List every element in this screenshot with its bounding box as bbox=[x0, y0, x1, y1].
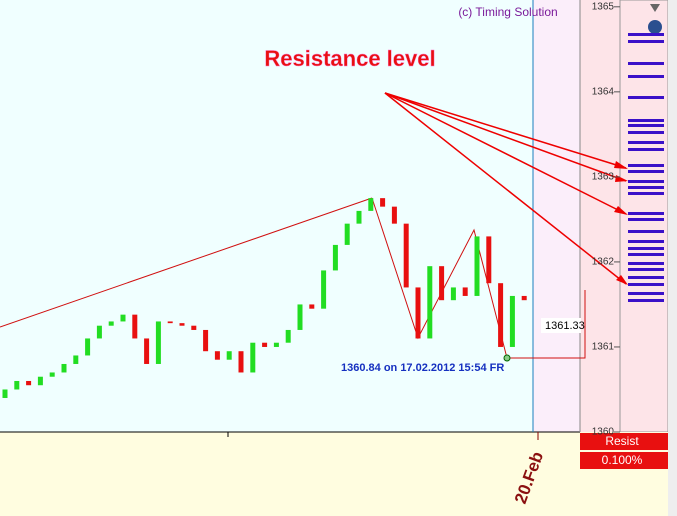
resist-bar bbox=[628, 180, 664, 183]
resist-bar bbox=[628, 192, 664, 195]
resist-bar bbox=[628, 283, 664, 286]
resist-bar bbox=[628, 230, 664, 233]
candle bbox=[238, 351, 244, 373]
zigzag-line bbox=[371, 197, 508, 359]
resist-bar bbox=[628, 131, 664, 134]
candle bbox=[49, 372, 55, 377]
candle bbox=[427, 266, 433, 339]
candle bbox=[250, 342, 256, 373]
resist-bar bbox=[628, 292, 664, 295]
resist-bar bbox=[628, 75, 664, 78]
candle bbox=[167, 321, 173, 324]
resist-bar bbox=[628, 186, 664, 189]
candle bbox=[226, 351, 232, 360]
resist-bar bbox=[628, 218, 664, 221]
scrollbar[interactable] bbox=[668, 0, 677, 516]
point-label: 1360.84 on 17.02.2012 15:54 FR bbox=[341, 362, 504, 374]
candle bbox=[203, 329, 209, 352]
candle bbox=[273, 342, 279, 347]
candle bbox=[155, 321, 161, 364]
arrows bbox=[384, 92, 627, 285]
resist-bar bbox=[628, 240, 664, 243]
resist-bar bbox=[628, 164, 664, 167]
resist-bar bbox=[628, 40, 664, 43]
resist-bar bbox=[628, 276, 664, 279]
resist-bar bbox=[628, 119, 664, 122]
candle bbox=[297, 304, 303, 330]
candle bbox=[486, 236, 492, 284]
candle bbox=[368, 198, 374, 211]
legend-value-bg bbox=[580, 452, 668, 469]
y-tick-label: 1360 bbox=[592, 427, 615, 438]
y-tick-label: 1361 bbox=[592, 342, 615, 353]
resist-bar bbox=[628, 262, 664, 265]
candle bbox=[309, 304, 315, 309]
candle bbox=[120, 314, 126, 322]
legend-title-bg bbox=[580, 433, 668, 450]
resist-bar bbox=[628, 33, 664, 36]
candle bbox=[439, 266, 445, 301]
resist-bar bbox=[628, 148, 664, 151]
last-price: 1361.33 bbox=[545, 320, 585, 332]
annotation: Resistance level bbox=[264, 46, 435, 71]
resist-bar bbox=[628, 268, 664, 271]
candle bbox=[262, 342, 268, 347]
candle bbox=[96, 325, 102, 339]
resist-bar bbox=[628, 212, 664, 215]
resist-bar bbox=[628, 124, 664, 127]
chart-title: (c) Timing Solution bbox=[458, 5, 557, 19]
candle bbox=[214, 351, 220, 360]
candle bbox=[37, 376, 43, 386]
legend-value: 0.100% bbox=[602, 453, 643, 467]
candle bbox=[462, 287, 468, 296]
resist-bar bbox=[628, 247, 664, 250]
candle bbox=[179, 323, 185, 326]
candle bbox=[321, 270, 327, 309]
candle bbox=[61, 363, 67, 373]
resist-bar bbox=[628, 299, 664, 302]
resist-bar bbox=[628, 141, 664, 144]
projection-line bbox=[507, 290, 586, 359]
y-tick-label: 1362 bbox=[592, 257, 615, 268]
arrow-heads bbox=[614, 161, 628, 285]
candle bbox=[498, 283, 504, 347]
candle bbox=[356, 210, 362, 224]
resist-bar bbox=[628, 62, 664, 65]
resist-bar bbox=[628, 253, 664, 256]
candle bbox=[285, 329, 291, 343]
time-axis-bg bbox=[0, 432, 580, 516]
candle bbox=[344, 223, 350, 245]
y-tick-label: 1364 bbox=[592, 86, 615, 97]
candle bbox=[73, 355, 79, 364]
resist-bar bbox=[628, 170, 664, 173]
candle bbox=[403, 223, 409, 288]
candle bbox=[14, 380, 20, 390]
candle bbox=[521, 295, 527, 301]
candle bbox=[509, 295, 515, 347]
candle bbox=[332, 244, 338, 271]
candle bbox=[26, 380, 32, 386]
resist-bar bbox=[628, 96, 664, 99]
y-tick-label: 1365 bbox=[592, 1, 615, 12]
globe-icon[interactable] bbox=[648, 20, 662, 34]
candle bbox=[415, 287, 421, 339]
plot-bg bbox=[0, 0, 580, 432]
candle bbox=[380, 198, 386, 207]
candle bbox=[2, 389, 8, 398]
candle bbox=[391, 206, 397, 224]
scroll-up[interactable] bbox=[650, 4, 660, 12]
trend-line bbox=[0, 197, 373, 328]
candle bbox=[85, 338, 91, 356]
price-tag bbox=[541, 318, 581, 333]
candle bbox=[132, 314, 138, 339]
candle bbox=[450, 287, 456, 301]
y-tick-label: 1363 bbox=[592, 172, 615, 183]
candle bbox=[474, 236, 480, 296]
legend-title: Resist bbox=[605, 434, 639, 448]
pivot-point bbox=[503, 354, 511, 362]
candle bbox=[144, 338, 150, 364]
candle bbox=[108, 321, 114, 326]
candle bbox=[191, 325, 197, 330]
